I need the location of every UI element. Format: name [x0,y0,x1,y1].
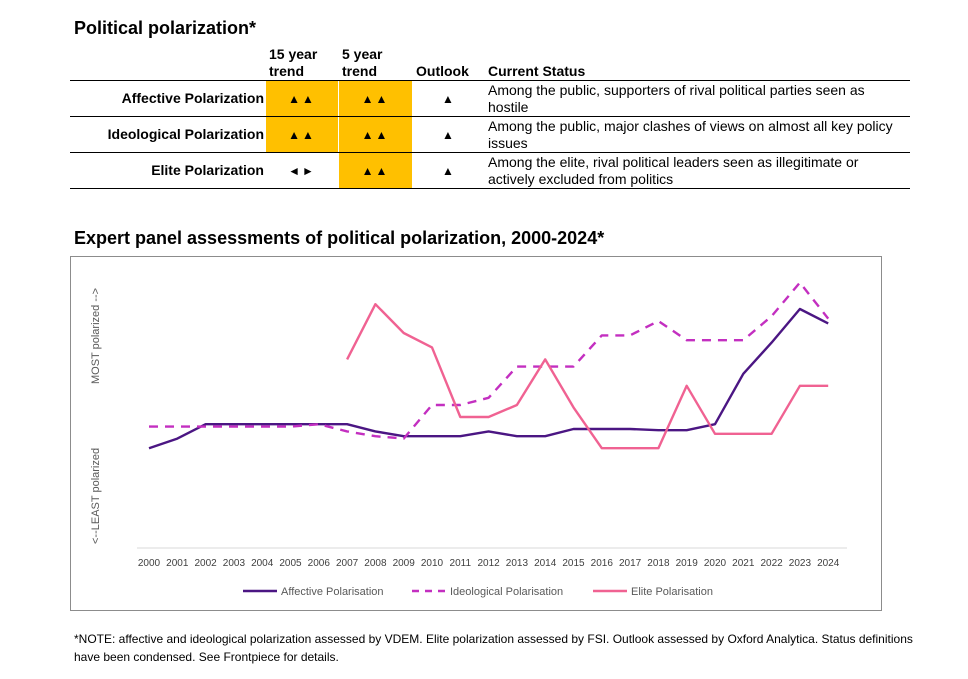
x-tick-label: 2014 [534,558,557,569]
x-tick-label: 2024 [817,558,840,569]
chart-area: MOST polarized --> <--LEAST polarized 20… [70,256,882,611]
x-tick-label: 2018 [647,558,670,569]
trend-5-year-cell: ▲▲ [339,81,412,116]
x-tick-label: 2006 [308,558,331,569]
row-label: Affective Polarization [121,90,264,106]
header-15-year-trend: 15 year trend [269,46,318,79]
x-tick-label: 2002 [194,558,217,569]
x-tick-label: 2007 [336,558,359,569]
series-line-affective-polarisation [148,307,829,450]
table-title: Political polarization* [74,18,257,38]
x-tick-label: 2020 [704,558,727,569]
x-tick-label: 2012 [477,558,500,569]
x-tick-label: 2003 [223,558,246,569]
x-tick-label: 2021 [732,558,755,569]
header-outlook: Outlook [416,63,469,79]
x-tick-label: 2015 [562,558,585,569]
legend-label: Elite Polarisation [631,586,713,598]
header-current-status: Current Status [488,63,586,79]
series-line-ideological-polarisation [149,281,830,440]
table-rule-bottom [70,188,910,189]
outlook-cell: ▲ [442,163,456,178]
trend-15-year-cell: ▲▲ [266,81,338,116]
row-label: Ideological Polarization [107,126,264,142]
x-tick-label: 2000 [138,558,161,569]
x-tick-label: 2004 [251,558,274,569]
status-text: Among the public, supporters of rival po… [488,82,865,115]
trend-5-year-cell: ▲▲ [339,117,412,152]
outlook-cell: ▲ [442,91,456,106]
x-tick-label: 2009 [393,558,416,569]
x-tick-label: 2010 [421,558,444,569]
legend-label: Ideological Polarisation [450,586,563,598]
x-tick-label: 2022 [760,558,783,569]
x-tick-label: 2005 [279,558,302,569]
x-tick-label: 2016 [591,558,614,569]
trend-15-year-cell: ▲▲ [266,117,338,152]
table-rule-1 [70,116,910,117]
line-chart: 2000 2001 2002 2003 2004 2005 2006 2007 2008 2009… [137,281,847,598]
trend-15-year-cell: ◄► [288,163,316,178]
footnote: *NOTE: affective and ideological polariz… [74,632,913,664]
trend-5-year-cell: ▲▲ [339,153,412,188]
status-text: Among the public, major clashes of views… [488,118,893,151]
x-tick-label: 2019 [676,558,699,569]
x-tick-label: 2013 [506,558,529,569]
header-5-year-trend: 5 year trend [342,46,383,79]
table-rule-2 [70,152,910,153]
outlook-cell: ▲ [442,127,456,142]
row-label: Elite Polarization [151,162,264,178]
legend-label: Affective Polarisation [281,586,384,598]
status-text: Among the elite, rival political leaders… [488,154,859,187]
series-line-elite-polarisation [346,303,829,450]
x-tick-label: 2011 [450,558,472,569]
x-tick-label: 2023 [789,558,812,569]
x-tick-label: 2017 [619,558,642,569]
x-tick-label: 2001 [166,558,189,569]
x-tick-label: 2008 [364,558,387,569]
table-rule-top [70,80,910,81]
chart-title: Expert panel assessments of political po… [74,228,605,248]
